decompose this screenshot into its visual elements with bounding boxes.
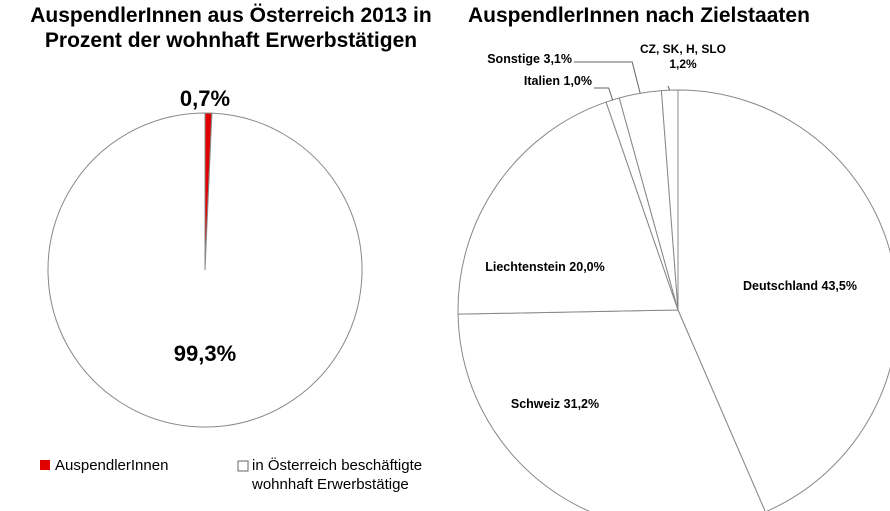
slice-label: Deutschland 43,5% (743, 279, 857, 293)
leader-line (594, 87, 614, 101)
pie-slice (457, 309, 766, 511)
chart-title: AuspendlerInnen nach Zielstaaten (468, 4, 810, 27)
category-label: Sonstige (487, 52, 540, 66)
category-label: Deutschland (743, 279, 818, 293)
legend-swatch (40, 460, 50, 470)
pie-slice (457, 101, 679, 315)
leader-line (574, 61, 641, 94)
category-label: CZ, SK, H, SLO (639, 42, 726, 56)
value-label: 31,2% (564, 397, 599, 411)
leader-line (667, 85, 671, 91)
value-label: 99,3% (174, 341, 236, 366)
slice-label: Schweiz 31,2% (511, 397, 599, 411)
slice-label: CZ, SK, H, SLO 1,2% (628, 42, 738, 72)
category-label: Liechtenstein (485, 260, 566, 274)
value-label: 1,2% (669, 57, 697, 71)
value-label: 20,0% (569, 260, 604, 274)
value-label: 0,7% (180, 86, 230, 111)
pie-slice (47, 112, 363, 428)
value-label: 43,5% (822, 279, 857, 293)
legend-swatch (237, 460, 249, 472)
value-label: 3,1% (544, 52, 573, 66)
value-label: 1,0% (564, 74, 593, 88)
pie-slice (677, 89, 890, 511)
chart-title: AuspendlerInnen aus Österreich 2013 in P… (30, 4, 432, 52)
category-label: Italien (524, 74, 560, 88)
legend-label: AuspendlerInnen (55, 457, 168, 474)
slice-label: Liechtenstein 20,0% (485, 260, 605, 274)
category-label: Schweiz (511, 397, 560, 411)
slice-label: Sonstige 3,1% (487, 52, 572, 66)
slice-label: Italien 1,0% (524, 74, 592, 88)
legend-label: in Österreich beschäftigte wohnhaft Erwe… (252, 457, 423, 493)
